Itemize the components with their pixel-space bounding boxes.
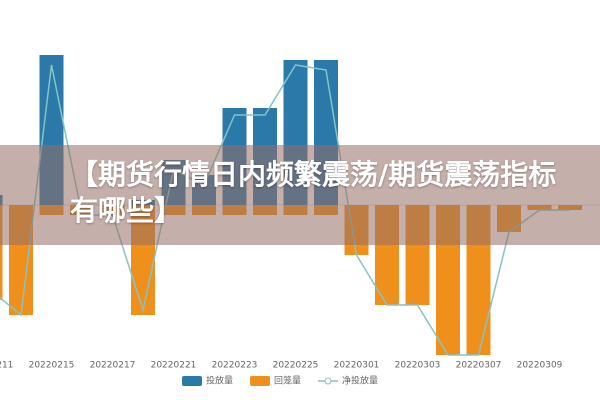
bar — [0, 205, 3, 300]
x-tick-label: 20220223 — [212, 361, 258, 371]
x-tick-label: 20220307 — [456, 361, 502, 371]
x-tick-label: 20220309 — [517, 361, 563, 371]
legend-label: 净投放量 — [342, 375, 378, 387]
legend-swatch — [182, 376, 202, 386]
x-tick-label: 20220215 — [29, 361, 75, 371]
x-tick-label: 20220303 — [395, 361, 441, 371]
legend-label: 回笼量 — [274, 375, 301, 387]
legend-label: 投放量 — [206, 375, 233, 387]
legend-swatch — [324, 377, 332, 385]
x-tick-label: 20220217 — [90, 361, 136, 371]
x-tick-label: 20220225 — [273, 361, 319, 371]
banner: 【期货行情日内频繁震荡/期货震荡指标有哪些】 — [0, 145, 600, 245]
x-tick-label: 20220301 — [334, 361, 380, 371]
x-tick-label: 20220221 — [151, 361, 197, 371]
x-tick-label: 20220211 — [0, 361, 13, 371]
legend-swatch — [250, 376, 270, 386]
banner-title: 【期货行情日内频繁震荡/期货震荡指标有哪些】 — [70, 158, 557, 227]
